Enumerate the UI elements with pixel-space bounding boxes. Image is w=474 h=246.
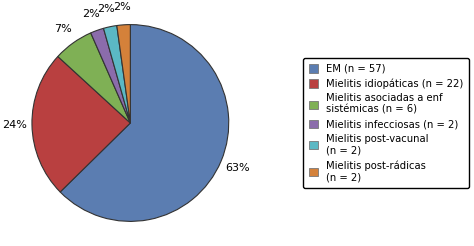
Wedge shape: [117, 25, 130, 123]
Legend: EM (n = 57), Mielitis idiopáticas (n = 22), Mielitis asociadas a enf
sistémicas : EM (n = 57), Mielitis idiopáticas (n = 2…: [303, 58, 469, 188]
Wedge shape: [32, 57, 130, 192]
Text: 2%: 2%: [113, 2, 131, 12]
Text: 63%: 63%: [225, 163, 250, 173]
Text: 2%: 2%: [98, 4, 115, 14]
Wedge shape: [60, 25, 229, 221]
Wedge shape: [103, 26, 130, 123]
Wedge shape: [91, 28, 130, 123]
Text: 2%: 2%: [82, 9, 100, 19]
Text: 24%: 24%: [2, 120, 27, 130]
Text: 7%: 7%: [54, 24, 72, 34]
Wedge shape: [58, 33, 130, 123]
